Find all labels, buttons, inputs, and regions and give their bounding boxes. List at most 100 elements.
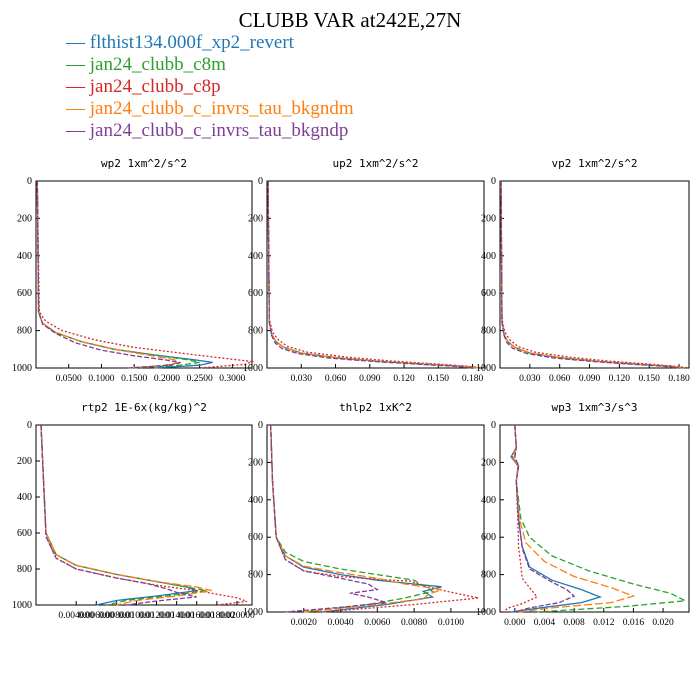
legend-entry: — jan24_clubb_c_invrs_tau_bkgndm	[66, 98, 354, 120]
x-tick-label: 0.020000	[219, 611, 255, 621]
series-line	[40, 424, 207, 606]
plot-frame	[266, 424, 485, 613]
x-tick-label: 0.0040	[327, 618, 353, 628]
legend-label: jan24_clubb_c_invrs_tau_bkgndp	[89, 120, 349, 141]
legend-dash: —	[66, 98, 85, 119]
x-tick-label: 0.090	[579, 374, 601, 384]
legend-dash: —	[66, 120, 85, 141]
series-line	[500, 180, 690, 369]
x-tick-label: 0.008000	[99, 611, 135, 621]
series-line	[500, 180, 685, 369]
series-line	[511, 424, 636, 613]
y-tick-label: 200	[17, 213, 32, 224]
x-tick-label: 0.120	[609, 374, 631, 384]
series-line	[36, 180, 213, 369]
series-line	[40, 424, 197, 606]
x-tick-label: 0.150	[639, 374, 661, 384]
series-line	[500, 180, 685, 369]
y-tick-label: 800	[481, 326, 496, 337]
legend-dash: —	[66, 32, 85, 53]
panel-title: wp2 1xm^2/s^2	[101, 157, 187, 170]
y-tick-label: 400	[17, 492, 32, 503]
y-tick-label: 400	[481, 251, 496, 262]
y-tick-label: 1000	[476, 607, 496, 618]
y-tick-label: 400	[481, 495, 496, 506]
x-tick-label: 0.020	[652, 618, 674, 628]
chart-panel: thlp2 1xK^2 0 200 400 600 800 1000 0.0020 0.0040…	[243, 401, 485, 628]
plot-frame	[35, 424, 253, 606]
series-line	[267, 180, 485, 369]
x-tick-label: 0.180	[668, 374, 690, 384]
y-tick-label: 1000	[243, 363, 263, 374]
legend-label: flthist134.000f_xp2_revert	[89, 32, 294, 53]
legend-dash: —	[66, 54, 85, 75]
y-tick-label: 600	[17, 288, 32, 299]
series-line	[267, 180, 479, 369]
y-tick-label: 0	[27, 420, 32, 431]
series-line	[36, 180, 200, 369]
y-tick-label: 400	[17, 251, 32, 262]
series-line	[40, 424, 212, 606]
y-tick-label: 1000	[12, 363, 32, 374]
x-tick-label: 0.012	[593, 618, 615, 628]
legend-entry: — jan24_clubb_c8m	[66, 54, 354, 76]
y-tick-label: 0	[258, 176, 263, 187]
x-tick-label: 0.2500	[187, 374, 213, 384]
legend: — flthist134.000f_xp2_revert — jan24_clu…	[66, 32, 354, 142]
series-line	[267, 180, 479, 369]
x-tick-label: 0.0060	[364, 618, 390, 628]
x-tick-label: 0.0500	[56, 374, 82, 384]
legend-dash: —	[66, 76, 85, 97]
legend-label: jan24_clubb_c_invrs_tau_bkgndm	[89, 98, 354, 119]
y-tick-label: 200	[17, 456, 32, 467]
panel-title: wp3 1xm^3/s^3	[551, 401, 637, 414]
y-tick-label: 200	[248, 457, 263, 468]
y-tick-label: 600	[248, 532, 263, 543]
y-tick-label: 800	[481, 570, 496, 581]
y-tick-label: 400	[248, 251, 263, 262]
chart-panel: rtp2 1E-6x(kg/kg)^2 0 200 400 600 800 1000 0.00…	[12, 401, 255, 621]
panel-title: rtp2 1E-6x(kg/kg)^2	[81, 401, 207, 414]
series-line	[514, 424, 688, 613]
chart-panel: wp3 1xm^3/s^3 0 200 400 600 800 1000 0.000 0.004…	[476, 401, 690, 628]
y-tick-label: 200	[248, 213, 263, 224]
legend-entry: — jan24_clubb_c_invrs_tau_bkgndp	[66, 120, 354, 142]
plot-frame	[499, 424, 690, 613]
y-tick-label: 1000	[243, 607, 263, 618]
panel-title: vp2 1xm^2/s^2	[551, 157, 637, 170]
x-tick-label: 0.0100	[438, 618, 464, 628]
x-tick-label: 0.060	[549, 374, 571, 384]
x-tick-label: 0.006000	[78, 611, 114, 621]
series-line	[267, 180, 479, 369]
x-tick-label: 0.090	[359, 374, 381, 384]
series-line	[36, 180, 183, 369]
panel-title: thlp2 1xK^2	[339, 401, 412, 414]
y-tick-label: 600	[17, 528, 32, 539]
x-tick-label: 0.010000	[119, 611, 155, 621]
series-line	[36, 180, 181, 369]
y-tick-label: 600	[248, 288, 263, 299]
x-tick-label: 0.3000	[219, 374, 245, 384]
x-tick-label: 0.180	[462, 374, 484, 384]
y-tick-label: 800	[17, 326, 32, 337]
x-tick-label: 0.120	[393, 374, 415, 384]
panel-title: up2 1xm^2/s^2	[332, 157, 418, 170]
y-tick-label: 0	[491, 420, 496, 431]
series-line	[270, 424, 387, 613]
y-tick-label: 1000	[12, 600, 32, 611]
plot-frame	[35, 180, 253, 369]
chart-panel: vp2 1xm^2/s^2 0 200 400 600 800 1000 0.030 0.060…	[476, 157, 690, 384]
x-tick-label: 0.016	[623, 618, 645, 628]
plot-frame	[499, 180, 690, 369]
x-tick-label: 0.018000	[199, 611, 235, 621]
y-tick-label: 0	[27, 176, 32, 187]
chart-panel: up2 1xm^2/s^2 0 200 400 600 800 1000 0.030 0.060…	[243, 157, 485, 384]
x-tick-label: 0.000	[504, 618, 526, 628]
series-line	[267, 180, 473, 369]
x-tick-label: 0.0020	[291, 618, 317, 628]
y-tick-label: 600	[481, 288, 496, 299]
legend-entry: — flthist134.000f_xp2_revert	[66, 32, 354, 54]
series-line	[36, 180, 255, 369]
legend-label: jan24_clubb_c8m	[89, 54, 226, 75]
